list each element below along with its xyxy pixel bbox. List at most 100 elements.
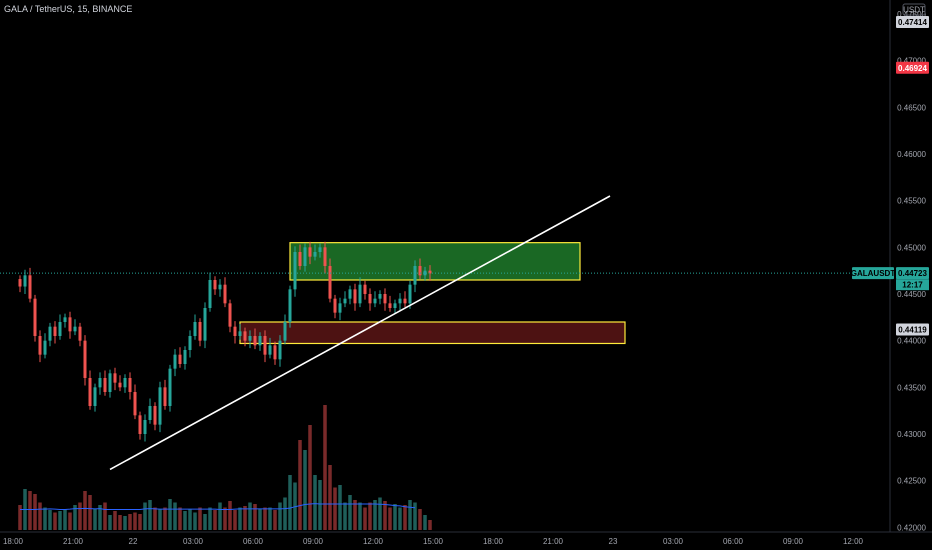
supply-zone-box[interactable] xyxy=(289,242,581,281)
candle-body xyxy=(193,322,197,336)
candle-body xyxy=(58,322,62,336)
candle-body xyxy=(273,345,277,360)
volume-bar xyxy=(33,494,37,530)
volume-bar xyxy=(333,487,337,530)
volume-bar xyxy=(188,509,192,530)
candle-body xyxy=(213,280,217,290)
candle-body xyxy=(383,294,387,304)
candle-body xyxy=(183,350,187,364)
x-tick-label: 15:00 xyxy=(423,537,444,546)
volume-bar xyxy=(173,502,177,530)
volume-ma-line xyxy=(20,503,416,510)
volume-bar xyxy=(283,497,287,530)
trendline[interactable] xyxy=(109,195,611,471)
x-tick-label: 09:00 xyxy=(783,537,804,546)
price-tag xyxy=(896,16,929,29)
candle-body xyxy=(38,336,42,355)
volume-bar xyxy=(203,514,207,530)
candle-body xyxy=(243,331,247,341)
volume-bar xyxy=(68,512,72,530)
candle-body xyxy=(128,378,132,392)
overlay[interactable] xyxy=(0,195,890,471)
volume-bar xyxy=(258,509,262,530)
volume-bar xyxy=(153,507,157,530)
candle-body xyxy=(328,266,332,299)
demand-zone-box[interactable] xyxy=(239,321,626,345)
x-tick-label: 22 xyxy=(129,537,138,546)
candle-body xyxy=(33,298,37,336)
y-tick-label: 0.42000 xyxy=(897,523,926,532)
candle-body xyxy=(413,266,417,285)
volume-bar xyxy=(183,511,187,530)
volume-bar xyxy=(423,515,427,530)
candle-body xyxy=(428,270,432,274)
candle-body xyxy=(78,326,82,341)
volume-bar xyxy=(163,507,167,530)
price-tag xyxy=(896,323,929,336)
volume-bar xyxy=(78,502,82,530)
y-tick-label: 0.43000 xyxy=(897,430,926,439)
x-tick-label: 09:00 xyxy=(303,537,324,546)
candle-body xyxy=(223,284,227,304)
candle-body xyxy=(168,368,172,406)
candle-body xyxy=(408,284,412,304)
volume-bar xyxy=(138,514,142,530)
x-tick-label: 18:00 xyxy=(483,537,504,546)
countdown-tag xyxy=(896,279,929,291)
volume-bar xyxy=(133,512,137,530)
price-tag-label: 0.46924 xyxy=(898,64,927,73)
volume-bar xyxy=(123,516,127,530)
y-tick-label: 0.44000 xyxy=(897,337,926,346)
candle-body xyxy=(68,317,72,332)
x-tick-label: 21:00 xyxy=(63,537,84,546)
candle-body xyxy=(103,378,107,392)
candle-body xyxy=(228,303,232,327)
candle-body xyxy=(308,247,312,257)
candle-body xyxy=(363,284,367,294)
candle-body xyxy=(388,303,392,308)
volume-bar xyxy=(413,502,417,530)
volume-bar xyxy=(93,509,97,530)
zones[interactable] xyxy=(239,242,626,345)
volume-bar xyxy=(363,507,367,530)
volume-bar xyxy=(63,509,67,530)
y-tick-label: 0.42500 xyxy=(897,477,926,486)
volume-bar xyxy=(238,507,242,530)
candle-body xyxy=(358,284,362,304)
candle-body xyxy=(178,354,182,364)
volume-bar xyxy=(253,504,257,530)
candle-body xyxy=(348,289,352,299)
x-tick-label: 03:00 xyxy=(183,537,204,546)
candle-body xyxy=(163,387,167,406)
volume-bar xyxy=(88,495,92,530)
volume-bar xyxy=(143,502,147,530)
volume-bar xyxy=(208,507,212,530)
volume-bar xyxy=(378,497,382,530)
x-tick-label: 12:00 xyxy=(843,537,864,546)
x-tick-label: 23 xyxy=(609,537,618,546)
candle-body xyxy=(253,336,257,346)
volume-bar xyxy=(218,502,222,530)
price-tag xyxy=(896,267,929,280)
candle-body xyxy=(28,275,32,299)
price-tag xyxy=(896,61,929,74)
volume-bar xyxy=(108,515,112,530)
volume-bar xyxy=(403,505,407,530)
volume-bar xyxy=(268,507,272,530)
x-tick-label: 18:00 xyxy=(3,537,24,546)
volume-bar xyxy=(263,507,267,530)
volume-bar xyxy=(328,465,332,530)
candle-body xyxy=(313,252,317,257)
price-tag-label: 0.44723 xyxy=(898,269,927,278)
candle-body xyxy=(123,378,127,388)
candle-body xyxy=(148,406,152,420)
candle-body xyxy=(138,415,142,434)
volume-bar xyxy=(48,510,52,530)
volume-bar xyxy=(103,502,107,530)
volume-bar xyxy=(383,501,387,530)
volume-bar xyxy=(198,507,202,530)
price-tag-label: 0.44119 xyxy=(898,326,927,335)
candle-body xyxy=(238,331,242,336)
